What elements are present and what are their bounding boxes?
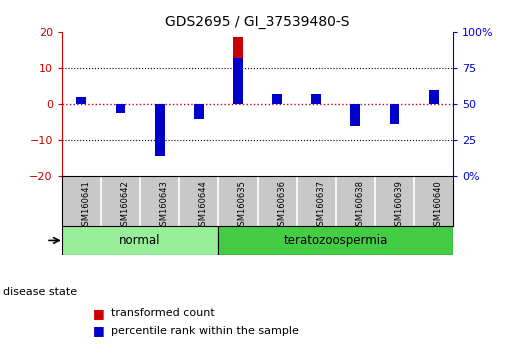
Text: GSM160641: GSM160641 xyxy=(81,181,90,231)
Bar xyxy=(428,90,439,104)
Bar xyxy=(390,104,400,124)
Bar xyxy=(311,94,321,104)
Bar xyxy=(350,104,360,126)
Text: ■: ■ xyxy=(93,325,109,337)
Text: GSM160639: GSM160639 xyxy=(394,181,403,231)
Bar xyxy=(233,37,243,104)
Text: GSM160643: GSM160643 xyxy=(160,181,168,231)
Bar xyxy=(272,101,282,104)
Text: teratozoospermia: teratozoospermia xyxy=(284,234,388,247)
Bar xyxy=(154,104,164,149)
Text: GSM160644: GSM160644 xyxy=(199,181,208,231)
Bar xyxy=(115,104,126,113)
Bar xyxy=(76,98,87,104)
Bar xyxy=(350,104,360,109)
Text: GSM160640: GSM160640 xyxy=(434,181,442,231)
Bar xyxy=(218,226,453,255)
Text: GSM160642: GSM160642 xyxy=(121,181,129,231)
Bar xyxy=(154,104,164,156)
Bar xyxy=(62,226,218,255)
Text: GSM160637: GSM160637 xyxy=(316,181,325,232)
Bar xyxy=(115,104,126,105)
Text: GSM160636: GSM160636 xyxy=(277,181,286,232)
Bar xyxy=(194,104,204,119)
Bar xyxy=(428,102,439,104)
Text: GSM160638: GSM160638 xyxy=(355,181,364,232)
Text: normal: normal xyxy=(119,234,161,247)
Text: percentile rank within the sample: percentile rank within the sample xyxy=(111,326,299,336)
Text: transformed count: transformed count xyxy=(111,308,214,318)
Bar xyxy=(194,104,204,106)
Bar xyxy=(390,104,400,108)
Bar xyxy=(311,101,321,104)
Bar xyxy=(233,58,243,104)
Title: GDS2695 / GI_37539480-S: GDS2695 / GI_37539480-S xyxy=(165,16,350,29)
Text: disease state: disease state xyxy=(3,287,77,297)
Bar xyxy=(272,94,282,104)
Bar xyxy=(76,97,87,104)
Text: GSM160635: GSM160635 xyxy=(238,181,247,231)
Text: ■: ■ xyxy=(93,307,109,320)
